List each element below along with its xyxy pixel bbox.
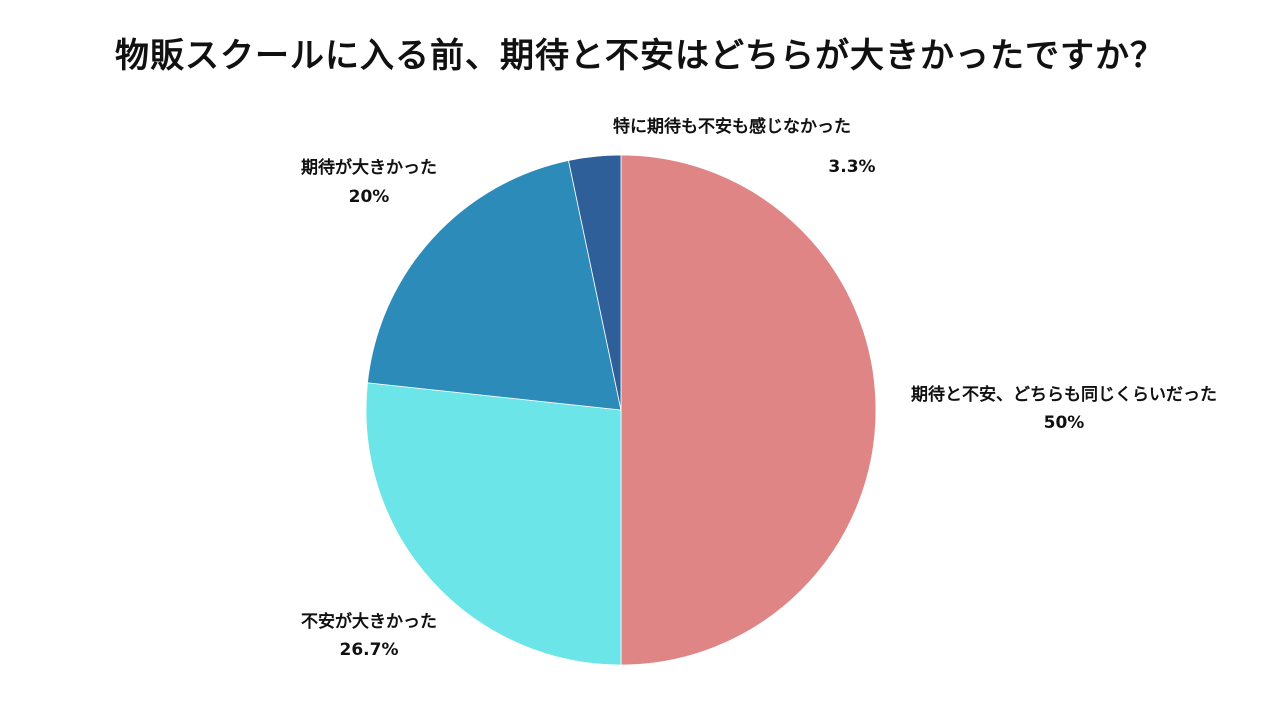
- slice-label: 特に期待も不安も感じなかった: [613, 116, 851, 137]
- slice-label: 期待が大きかった: [301, 157, 437, 178]
- pie-slices: [365, 154, 877, 666]
- slice-value-label: 3.3%: [828, 157, 875, 177]
- slice-value-label: 20%: [349, 187, 390, 207]
- slice-label: 不安が大きかった: [301, 611, 437, 632]
- pie-labels: 期待と不安、どちらも同じくらいだった 50% 不安が大きかった 26.7% 期待が大きか…: [301, 116, 1217, 660]
- slice-label: 期待と不安、どちらも同じくらいだった: [911, 384, 1217, 405]
- pie-slice: [620, 154, 877, 666]
- pie-slice: [367, 159, 622, 411]
- pie-slice: [365, 382, 622, 666]
- slice-value-label: 50%: [1044, 413, 1085, 433]
- chart-title: 物販スクールに入る前、期待と不安はどちらが大きかったですか？: [115, 36, 1165, 76]
- pie-slice: [568, 154, 622, 411]
- slice-value-label: 26.7%: [340, 640, 399, 660]
